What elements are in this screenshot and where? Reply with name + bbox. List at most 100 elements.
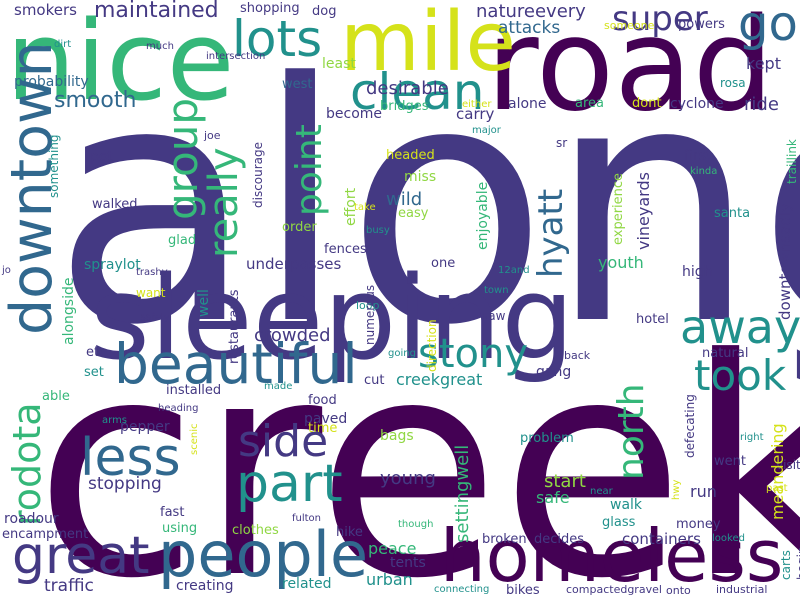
word: someone [604,19,655,32]
word: busy [366,225,390,236]
word: broken [482,532,527,547]
word: nice [6,0,235,125]
word: peace [368,539,417,558]
word: pepper [120,419,170,435]
word: spraylot [84,257,141,273]
word: along [52,13,800,397]
word: really [201,147,247,258]
word: side [238,416,329,467]
word: right [740,432,764,443]
word: restaurants [227,289,242,364]
word: people [158,518,369,591]
word: past [766,483,788,494]
word: part [236,454,343,514]
word: hike [336,525,363,540]
word: direction [425,319,439,372]
word: loop [356,299,380,312]
word: go [738,0,798,52]
word: heading [158,403,199,414]
word: paved [304,411,348,427]
word: scenic [189,423,200,455]
word: settingwell [452,444,473,543]
word: money [676,517,721,532]
word: hyatt [531,188,571,278]
word: easy [398,206,429,221]
word: hwy [671,479,682,500]
word: ride [744,94,779,115]
word: kept [746,54,781,73]
word: youth [598,253,644,272]
word: onto [666,584,691,597]
word: attacks [498,18,561,38]
word: stony [418,331,529,377]
word: north [611,383,652,480]
word: fences [324,242,367,257]
word: intersection [206,51,266,62]
word: less [80,428,181,488]
word: bridges [380,99,429,114]
word: decides [534,532,585,547]
word: something [47,134,61,198]
word: saw [482,309,506,323]
word: traillink [785,139,799,184]
word: major [472,125,501,136]
word: either [462,99,492,110]
word: start [544,471,586,492]
word: defecating [683,394,697,458]
word: bags [380,428,414,444]
word: begin [795,546,800,580]
word: traffic [44,576,94,596]
word: one [431,256,456,271]
word: cut [364,373,385,388]
word: smokers [14,1,77,19]
word: homeless [440,514,784,598]
word: though [398,519,434,530]
word: visit [776,458,800,472]
word: roadour [4,511,59,527]
word: related [282,576,332,592]
word: crowded [254,325,331,346]
word: carts [779,550,793,580]
word: pot [90,149,113,165]
word: bikes [506,583,540,598]
word: numerous [363,284,377,345]
word: point [289,124,330,216]
word: safely [140,312,170,323]
word: carry [456,105,495,123]
word: gang [536,364,572,380]
word: rosa [720,76,746,90]
word: clean [350,63,485,121]
word: headed [386,148,435,163]
word: probability [14,74,89,90]
word: creekgreat [396,370,483,389]
word: back [564,349,591,362]
word: etc [86,345,107,360]
word: miss [404,169,437,185]
word: problem [520,431,574,446]
word: rodota [5,402,49,526]
word: containers [622,530,701,548]
word: clothes [232,523,279,538]
word: joe [204,129,221,142]
word: made [264,381,293,392]
word: went [714,454,746,469]
word: 12and [498,265,530,276]
word: going [388,348,416,359]
word: compactedgravel [566,583,662,596]
word: young [380,468,436,489]
word: looked [712,533,745,544]
word: town [484,285,509,296]
word: kinda [690,166,718,177]
word: powers [678,17,725,32]
word: trashy [136,267,168,278]
word: enjoyable [475,181,491,250]
word: glad [168,233,197,248]
word: discourage [251,141,265,208]
word: first [684,148,712,164]
word: dirt [54,39,72,50]
word: much [146,41,174,52]
word: take [354,202,376,213]
word: smooth [54,88,137,113]
word: installed [166,383,222,398]
